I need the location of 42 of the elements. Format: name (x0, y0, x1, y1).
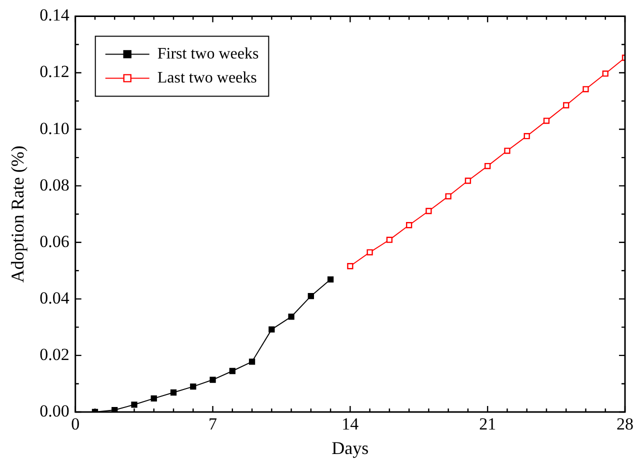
x-axis-title: Days (332, 438, 369, 458)
point (268, 326, 275, 333)
point (190, 383, 196, 390)
y-tick-label: 0.06 (40, 232, 70, 251)
point (170, 389, 177, 396)
point (308, 293, 314, 300)
y-tick-label: 0.02 (40, 344, 70, 364)
y-tick-label: 0.00 (40, 401, 70, 420)
point (327, 276, 334, 282)
point (131, 402, 138, 408)
point (248, 358, 256, 365)
point (347, 263, 354, 270)
point (543, 118, 550, 124)
x-tick-label: 7 (208, 414, 218, 434)
x-tick-label: 0 (71, 414, 80, 434)
point (524, 132, 530, 140)
point (445, 193, 452, 200)
y-tick-label: 0.04 (40, 288, 70, 308)
point (563, 102, 570, 108)
point (484, 162, 491, 170)
y-tick-label: 0.08 (40, 175, 70, 194)
legend-label: Last two weeks (157, 69, 257, 86)
point (602, 70, 608, 77)
point (229, 368, 236, 374)
point (150, 395, 157, 402)
x-tick-label: 14 (342, 414, 360, 434)
x-tick-label: 21 (479, 414, 496, 434)
point (386, 236, 393, 243)
point (504, 148, 510, 154)
point (426, 208, 432, 214)
point (406, 222, 412, 228)
y-axis-title: Adoption Rate (%) (8, 146, 28, 283)
point (582, 86, 589, 92)
y-tick-label: 0.14 (40, 6, 70, 25)
y-tick-label: 0.10 (40, 118, 70, 138)
point (210, 376, 216, 383)
legend-label: First two weeks (157, 45, 259, 62)
point (366, 249, 373, 256)
point (464, 178, 472, 184)
x-tick-label: 28 (616, 414, 634, 434)
y-tick-label: 0.12 (40, 62, 70, 82)
point (288, 314, 294, 320)
